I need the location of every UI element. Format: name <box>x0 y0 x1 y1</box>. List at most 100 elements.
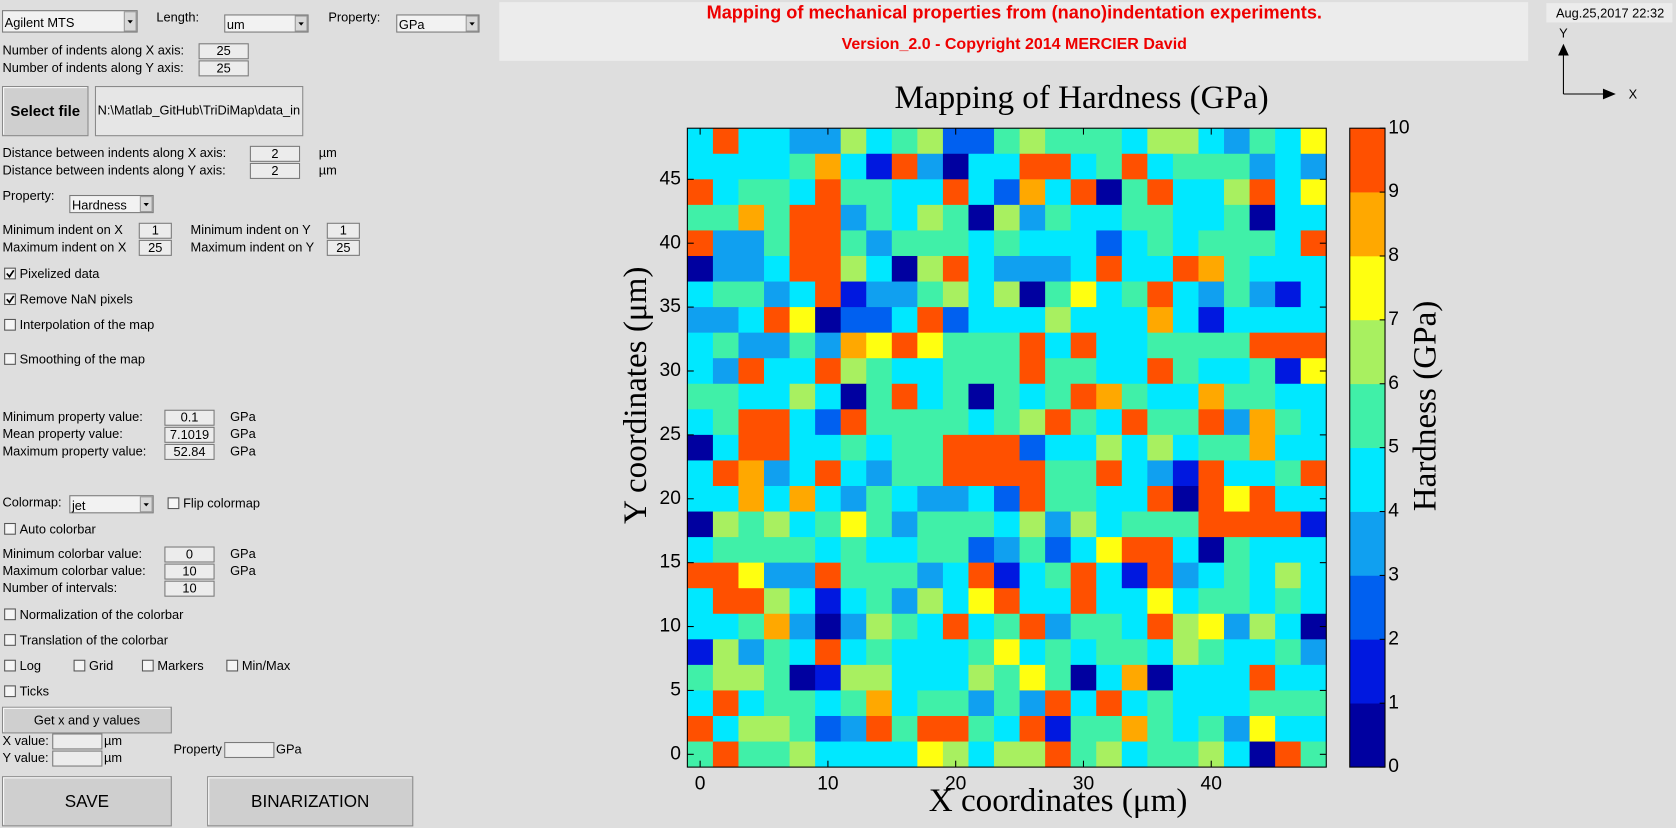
map-cell <box>738 153 765 180</box>
header-box <box>499 2 1529 61</box>
dropdown[interactable] <box>69 495 154 514</box>
map-cell <box>891 332 918 359</box>
checkbox[interactable] <box>4 353 16 365</box>
text-input[interactable] <box>52 750 103 767</box>
dropdown[interactable] <box>69 194 154 214</box>
label: 0.1 <box>181 410 199 425</box>
map-cell <box>1019 485 1046 512</box>
text-input[interactable] <box>249 162 301 179</box>
map-cell <box>1070 485 1097 512</box>
map-cell <box>840 613 867 640</box>
map-cell <box>712 485 739 512</box>
text-input[interactable] <box>164 580 215 597</box>
map-cell <box>1070 613 1097 640</box>
map-cell <box>1198 715 1225 742</box>
map-cell <box>1249 639 1276 666</box>
text-input[interactable] <box>164 443 215 460</box>
text-input[interactable] <box>249 145 301 162</box>
map-cell <box>891 204 918 231</box>
map-cell <box>942 204 969 231</box>
map-cell <box>942 562 969 589</box>
map-cell <box>789 664 816 691</box>
map-cell <box>1249 230 1276 257</box>
map-cell <box>789 281 816 308</box>
label: Grid <box>89 658 113 673</box>
text-input[interactable] <box>198 60 249 77</box>
map-cell <box>942 613 969 640</box>
map-cell <box>1147 179 1174 206</box>
text-input[interactable] <box>138 222 172 239</box>
button[interactable] <box>1 706 172 734</box>
map-cell <box>764 485 791 512</box>
text-input[interactable] <box>164 563 215 580</box>
text-input[interactable] <box>138 239 172 256</box>
map-cell <box>840 409 867 436</box>
checkbox[interactable] <box>73 659 86 672</box>
map-cell <box>891 153 918 180</box>
text-input[interactable] <box>224 741 275 759</box>
button[interactable] <box>207 776 414 827</box>
map-cell <box>687 153 714 180</box>
dropdown[interactable] <box>1 10 138 33</box>
colorbar-tick-label: 6 <box>1388 373 1399 394</box>
text-input[interactable] <box>326 239 360 256</box>
map-cell <box>764 588 791 615</box>
text-input[interactable] <box>326 222 360 239</box>
checkbox[interactable] <box>4 267 16 280</box>
text-input[interactable] <box>164 546 215 563</box>
map-cell <box>1249 434 1276 461</box>
checkbox[interactable] <box>4 293 16 306</box>
checkbox[interactable] <box>4 522 16 535</box>
button[interactable] <box>1 776 172 827</box>
map-cell <box>1249 613 1276 640</box>
map-cell <box>738 409 765 436</box>
text-input[interactable] <box>198 43 249 60</box>
checkbox[interactable] <box>4 659 16 672</box>
map-cell <box>1019 664 1046 691</box>
checkbox[interactable] <box>4 608 16 621</box>
map-cell <box>1224 153 1251 180</box>
checkbox[interactable] <box>141 659 154 672</box>
colorbar-swatch <box>1349 192 1386 257</box>
text-input[interactable] <box>164 409 215 426</box>
map-cell <box>764 383 791 410</box>
label: 25 <box>148 240 162 255</box>
map-cell <box>738 460 765 487</box>
label: µm <box>319 162 337 177</box>
checkbox[interactable] <box>4 634 16 646</box>
map-cell <box>942 281 969 308</box>
button[interactable] <box>1 86 89 137</box>
checkbox[interactable] <box>226 659 239 672</box>
checkbox[interactable] <box>4 318 16 331</box>
map-cell <box>1070 281 1097 308</box>
colorbar-swatch <box>1349 383 1386 448</box>
colorbar-swatch <box>1349 447 1386 512</box>
map-cell <box>712 230 739 257</box>
dropdown[interactable] <box>396 14 480 33</box>
colorbar-tick-label: 2 <box>1388 628 1399 649</box>
map-cell <box>994 230 1021 257</box>
map-cell <box>1096 690 1123 717</box>
map-cell <box>712 434 739 461</box>
file-path-box[interactable] <box>94 86 304 137</box>
label: GPa <box>276 741 303 756</box>
map-cell <box>1224 128 1251 155</box>
map-cell <box>1096 434 1123 461</box>
map-cell <box>1300 179 1327 206</box>
y-tick-label: 10 <box>660 616 681 637</box>
map-cell <box>738 562 765 589</box>
colorbar-swatch <box>1349 319 1386 385</box>
map-cell <box>1275 128 1302 155</box>
checkbox[interactable] <box>167 497 180 510</box>
map-cell <box>738 204 765 231</box>
map-cell <box>891 383 918 410</box>
text-input[interactable] <box>52 733 103 750</box>
label: GPa <box>230 443 257 458</box>
map-cell <box>738 281 765 308</box>
map-cell <box>968 511 995 538</box>
checkbox[interactable] <box>4 685 16 698</box>
dropdown[interactable] <box>224 14 309 33</box>
map-cell <box>1147 281 1174 308</box>
text-input[interactable] <box>164 426 215 443</box>
map-cell <box>968 204 995 231</box>
